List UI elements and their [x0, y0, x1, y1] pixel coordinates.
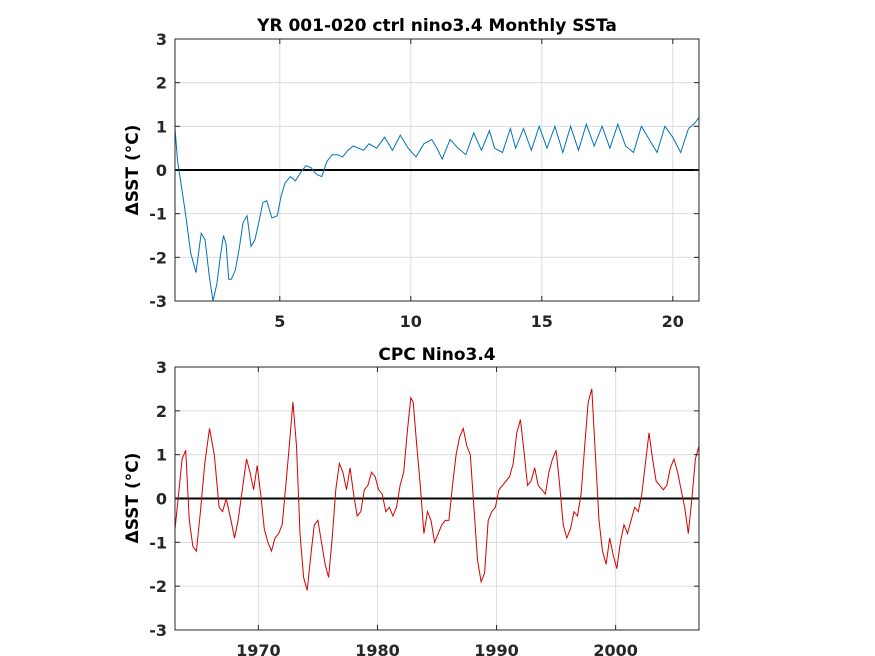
y-tick-label: 3 — [156, 30, 167, 49]
y-tick-label: 2 — [156, 402, 167, 421]
bottom-x-ticks: 1970 1980 1990 2000 — [236, 367, 638, 656]
y-tick-label: 0 — [156, 490, 167, 509]
x-tick-label: 10 — [400, 312, 422, 331]
top-panel: YR 001-020 ctrl nino3.4 Monthly SSTa 5 10… — [123, 16, 700, 331]
x-tick-label: 5 — [274, 312, 285, 331]
y-tick-label: -3 — [149, 621, 167, 640]
x-tick-label: 1970 — [236, 641, 281, 656]
bottom-series-line — [174, 388, 700, 591]
y-tick-label: -2 — [149, 577, 167, 596]
x-tick-label: 2000 — [593, 641, 638, 656]
y-tick-label: 0 — [156, 161, 167, 180]
x-tick-label: 1980 — [355, 641, 400, 656]
bottom-panel: CPC Nino3.4 1970 1980 1990 2000 -3-2-10123 … — [123, 345, 700, 656]
y-tick-label: 1 — [156, 446, 167, 465]
y-tick-label: 2 — [156, 74, 167, 93]
x-tick-label: 20 — [662, 312, 684, 331]
top-x-ticks: 5 10 15 20 — [274, 39, 684, 331]
bottom-chart-title: CPC Nino3.4 — [378, 345, 495, 365]
top-y-axis-label: ΔSST (°C) — [123, 125, 143, 216]
y-tick-label: 3 — [156, 358, 167, 377]
y-tick-label: -1 — [149, 205, 167, 224]
x-tick-label: 1990 — [474, 641, 519, 656]
top-chart-title: YR 001-020 ctrl nino3.4 Monthly SSTa — [256, 16, 617, 36]
y-tick-label: -3 — [149, 292, 167, 311]
y-tick-label: 1 — [156, 117, 167, 136]
x-tick-label: 15 — [531, 312, 553, 331]
y-tick-label: -1 — [149, 533, 167, 552]
bottom-y-ticks: -3 -2 -1 0 1 2 3 — [149, 358, 699, 640]
bottom-y-axis-label: ΔSST (°C) — [123, 453, 143, 544]
top-series-line — [174, 117, 700, 302]
top-y-ticks: -3 -2 -1 0 1 2 3 — [149, 30, 699, 311]
y-tick-label: -2 — [149, 248, 167, 267]
